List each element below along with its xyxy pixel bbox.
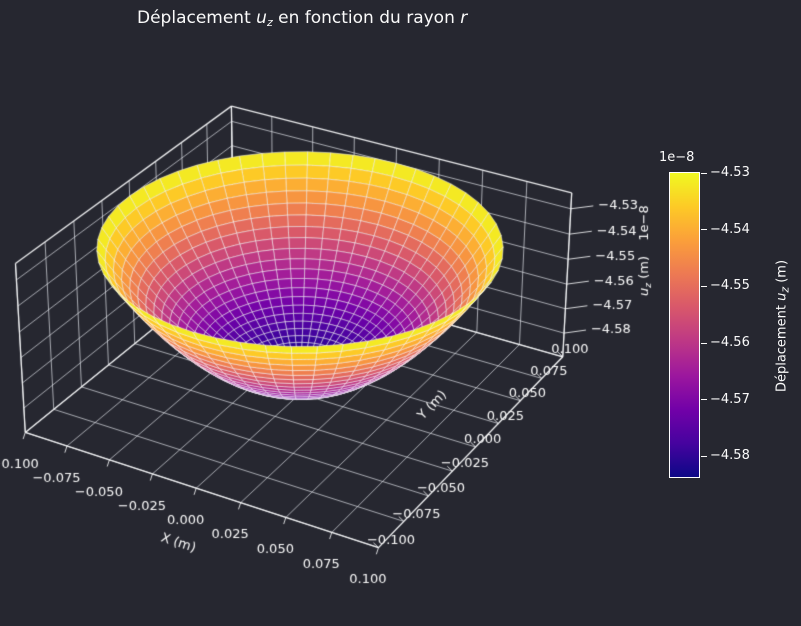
colorbar-tick-mark [701,229,707,231]
colorbar-tick-label: −4.56 [710,335,750,351]
colorbar-tick-label: −4.55 [710,278,750,294]
colorbar-tick-mark [701,172,707,174]
colorbar-tick-mark [701,455,707,457]
title-math-u: u [256,8,267,28]
colorbar-tick-mark [701,285,707,287]
colorbar-tick-mark [701,399,707,401]
colorbar-tick-label: −4.53 [710,165,750,181]
plot-title: Déplacement uz en fonction du rayon r [137,8,467,29]
colorbar-tick-label: −4.54 [710,221,750,237]
colorbar-tick-label: −4.58 [710,448,750,464]
title-text-2: en fonction du rayon [272,8,461,28]
colorbar-label: Déplacement uz (m) [774,259,792,393]
colorbar-tick-label: −4.57 [710,391,750,407]
colorbar-gradient [669,172,700,478]
title-math-r: r [460,8,468,28]
colorbar-tick-mark [701,342,707,344]
colorbar-offset-label: 1e−8 [659,150,695,165]
title-math-u-subscript: z [266,16,273,29]
title-text: Déplacement [137,8,257,28]
